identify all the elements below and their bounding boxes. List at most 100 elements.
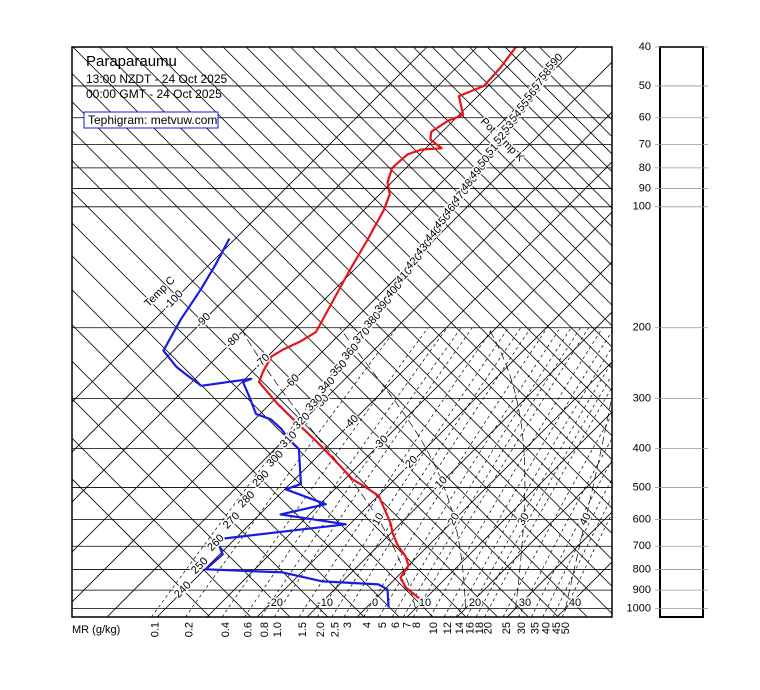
isentrope	[199, 47, 612, 460]
y-tick-label: 1000	[627, 602, 651, 614]
y-tick-label: 600	[633, 513, 651, 525]
mixing-ratio-line	[298, 327, 494, 617]
mixing-ratio-label: 45	[551, 622, 563, 634]
isotherm-label: 20	[469, 597, 481, 609]
mixing-ratio-label: 1.5	[297, 622, 309, 637]
isentrope	[353, 47, 612, 306]
mixing-ratio-line	[475, 374, 612, 617]
plot-area	[72, 47, 612, 617]
mixing-ratio-label: 7	[401, 622, 413, 628]
mixing-ratio-label: 3	[342, 622, 354, 628]
mixing-ratio-line	[363, 327, 548, 617]
y-tick-label: 50	[639, 80, 651, 92]
credit: Tephigram: metvuw.com	[88, 113, 217, 127]
isotherm	[156, 161, 612, 617]
isotherm-label: -10	[317, 597, 333, 609]
y-tick-label: 40	[639, 41, 651, 53]
isentrope	[72, 190, 498, 617]
y-tick-label: 800	[633, 563, 651, 575]
mixing-ratio-label: 1.0	[272, 622, 284, 637]
mixing-ratio-line	[412, 327, 589, 617]
mixing-ratio-label: 4	[361, 622, 373, 628]
mixing-ratio-axis-label: MR (g/kg)	[72, 624, 120, 636]
mixing-ratio-label: 2.0	[315, 622, 327, 637]
y-tick-label: 400	[633, 443, 651, 455]
isentrope	[393, 47, 612, 266]
isentrope	[150, 47, 612, 509]
isotherm	[72, 47, 478, 453]
isotherm	[72, 47, 578, 553]
isotherm-label: 30	[519, 597, 531, 609]
mixing-ratio-label: 5	[377, 622, 389, 628]
y-tick-label: 200	[633, 322, 651, 334]
isotherm-label: 10	[419, 597, 431, 609]
isotherm	[406, 411, 612, 617]
isentrope	[72, 101, 588, 617]
moist-adiabat	[240, 327, 416, 609]
mixing-ratio-line	[185, 327, 397, 617]
isotherm-label: -20	[267, 597, 283, 609]
mixing-ratio-label: 35	[529, 622, 541, 634]
mixing-ratio-line	[429, 327, 603, 617]
isentrope	[431, 47, 612, 228]
isentrope	[468, 47, 612, 191]
mixing-ratio-line	[502, 414, 612, 617]
plot-border	[71, 46, 613, 618]
mixing-ratio-line	[466, 361, 612, 617]
mixing-ratio-line	[391, 327, 572, 617]
moist-adiabat	[339, 327, 466, 609]
isentrope	[72, 437, 252, 617]
isotherm	[72, 61, 612, 603]
isotherm	[306, 311, 612, 617]
isotherm-label: 40	[569, 597, 581, 609]
isentrope	[125, 47, 612, 535]
isentrope	[373, 47, 612, 286]
mixing-ratio-label: 2.5	[330, 622, 342, 637]
isentrope	[311, 47, 612, 348]
mixing-ratio-label: 0.8	[259, 622, 271, 637]
mixing-ratio-label: 0.4	[220, 622, 232, 637]
chart-title: Paraparaumu	[86, 53, 177, 70]
mixing-ratio-label: 10	[428, 622, 440, 634]
y-tick-label: 300	[633, 392, 651, 404]
isentrope	[245, 47, 612, 414]
isentrope	[72, 289, 400, 617]
isotherm	[456, 461, 612, 617]
moist-adiabat	[565, 394, 612, 609]
profile-line	[257, 47, 517, 601]
isentrope	[332, 47, 612, 327]
isentrope	[175, 47, 612, 485]
mixing-ratio-label: 0.2	[183, 622, 195, 637]
mixing-ratio-line	[151, 327, 368, 617]
isentrope	[72, 72, 612, 615]
y-tick-label: 900	[633, 584, 651, 596]
mixing-ratio-label: 30	[516, 622, 528, 634]
isotherm	[206, 211, 612, 617]
y-tick-label: 100	[633, 201, 651, 213]
mixing-ratio-label: 25	[501, 622, 513, 634]
profile-line	[162, 238, 390, 608]
isentrope	[72, 222, 467, 617]
y-tick-label: 500	[633, 481, 651, 493]
isentrope	[72, 360, 329, 617]
mixing-ratio-line	[484, 386, 612, 617]
isentrope	[72, 478, 211, 617]
mixing-ratio-line	[244, 327, 448, 617]
y-tick-label: 60	[639, 112, 651, 124]
mixing-ratio-line	[455, 346, 612, 617]
isotherm	[72, 47, 428, 403]
isentrope	[487, 47, 612, 173]
mixing-ratio-label: 12	[442, 622, 454, 634]
mixing-ratio-line	[221, 327, 429, 617]
y-tick-label: 90	[639, 182, 651, 194]
isotherm	[506, 511, 612, 617]
y-tick-label: 70	[639, 139, 651, 151]
mixing-ratio-label: 50	[560, 622, 572, 634]
isentrope	[504, 47, 612, 155]
isentrope	[72, 255, 434, 617]
moist-adiabat	[487, 327, 526, 609]
isentrope	[72, 159, 529, 617]
mixing-ratio-label: 16	[465, 622, 477, 634]
mixing-ratio-label: 40	[541, 622, 553, 634]
